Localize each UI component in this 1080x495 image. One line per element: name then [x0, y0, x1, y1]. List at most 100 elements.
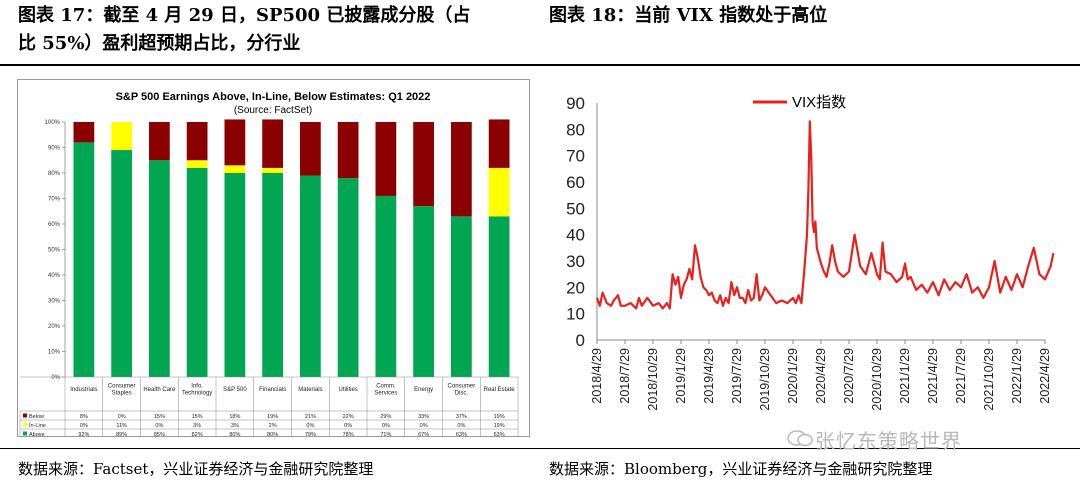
bar-y-tick-label: 70%: [48, 197, 61, 203]
table-value: 78%: [343, 432, 354, 436]
bar-category-label: Consumer: [448, 384, 476, 390]
table-value: 0%: [155, 423, 163, 429]
table-value: 3%: [231, 423, 239, 429]
table-value: 15%: [192, 414, 203, 420]
table-value: 22%: [343, 414, 354, 420]
vix-line-svg: VIX指数 0 10 20 30 40 50 60 70 80 90 2018/4/29 2018/7…: [566, 94, 1055, 411]
table-value: 0%: [344, 423, 352, 429]
table-value: 19%: [494, 423, 505, 429]
vix-y-tick-label: 0: [576, 331, 585, 350]
vix-y-tick-label: 40: [566, 226, 585, 245]
bar-category-label: Disc.: [455, 391, 469, 397]
bar-segment-below: [299, 122, 321, 176]
table-value: 0%: [306, 423, 314, 429]
bar-segment-above: [413, 206, 435, 377]
left-figure-caption: 图表 17：截至 4 月 29 日，SP500 已披露成分股（占 比 55%）盈…: [18, 2, 538, 58]
bar-y-tick-label: 50%: [48, 248, 61, 254]
vix-x-tick-label: 2019/1/29: [674, 348, 688, 404]
vix-x-tick-label: 2019/4/29: [702, 348, 716, 404]
bar-segment-below: [337, 122, 359, 179]
bar-category-label: Real Estate: [484, 387, 516, 393]
bar-segment-above: [262, 173, 284, 377]
bar-category-label: Energy: [414, 387, 433, 393]
table-value: 33%: [418, 414, 429, 420]
bar-segment-below: [262, 119, 284, 168]
bar-category-label: Health Care: [143, 387, 176, 393]
table-value: 85%: [154, 432, 165, 436]
bar-segment-above: [111, 150, 133, 377]
bar-y-tick-label: 40%: [48, 273, 61, 279]
bar-segment-below: [488, 119, 510, 168]
table-legend-label: In-Line: [29, 423, 46, 429]
table-value: 0%: [382, 423, 390, 429]
bar-segment-below: [375, 122, 397, 196]
table-value: 18%: [229, 414, 240, 420]
bar-segment-below: [224, 119, 246, 166]
bar-segment-below: [450, 122, 472, 217]
table-legend-swatch: [23, 413, 27, 418]
table-value: 0%: [80, 423, 88, 429]
vix-x-tick-label: 2021/1/29: [898, 348, 912, 404]
bar-category-label: Financials: [259, 387, 286, 393]
bar-segment-in-line: [262, 167, 284, 173]
bar-segment-above: [375, 195, 397, 377]
bar-segment-in-line: [224, 165, 246, 173]
bar-y-tick-label: 10%: [48, 350, 61, 356]
table-value: 80%: [229, 432, 240, 436]
right-figure-caption: 图表 18：当前 VIX 指数处于高位: [549, 5, 828, 26]
bar-segment-above: [73, 142, 95, 377]
bar-segment-above: [299, 175, 321, 377]
vix-x-tick-label: 2018/7/29: [618, 348, 632, 404]
table-value: 0%: [118, 414, 126, 420]
table-value: 37%: [456, 414, 467, 420]
vix-x-tick-label: 2019/10/29: [758, 348, 772, 411]
table-value: 79%: [305, 432, 316, 436]
bar-category-label: Services: [374, 391, 397, 397]
bar-category-label: Staples: [112, 391, 132, 397]
bar-y-tick-label: 80%: [48, 171, 61, 177]
vix-y-tick-label: 20: [566, 278, 585, 297]
vix-x-tick-label: 2019/7/29: [730, 348, 744, 404]
table-value: 19%: [494, 414, 505, 420]
bar-segment-below: [413, 122, 435, 207]
bar-segment-in-line: [186, 160, 208, 168]
bottom-rule: [0, 448, 1080, 449]
bar-segment-above: [450, 216, 472, 377]
bar-segment-above: [224, 173, 246, 377]
table-legend-swatch: [23, 431, 27, 436]
table-legend-label: Above: [29, 432, 45, 436]
table-value: 21%: [305, 414, 316, 420]
vix-y-tick-label: 80: [566, 120, 585, 139]
table-value: 0%: [457, 423, 465, 429]
table-value: 71%: [380, 432, 391, 436]
stacked-bar-svg: S&P 500 Earnings Above, In-Line, Below E…: [19, 91, 519, 439]
table-legend-label: Below: [29, 414, 44, 420]
vix-series-line: [595, 120, 1055, 310]
bar-segment-in-line: [488, 167, 510, 217]
vix-legend-label: VIX指数: [792, 94, 846, 111]
vix-y-tick-label: 60: [566, 173, 585, 192]
table-value: 92%: [78, 432, 89, 436]
table-value: 11%: [116, 423, 127, 429]
left-source-note: 数据来源：Factset，兴业证券经济与金融研究院整理: [18, 460, 374, 478]
wechat-icon: [787, 430, 813, 447]
bar-segment-in-line: [111, 122, 133, 151]
vix-y-tick-label: 30: [566, 252, 585, 271]
vix-x-tick-label: 2021/7/29: [954, 348, 968, 404]
bar-y-tick-label: 20%: [48, 324, 61, 330]
bar-segment-above: [148, 160, 170, 377]
bar-segment-above: [337, 178, 359, 377]
vix-y-tick-label: 90: [566, 94, 585, 113]
table-value: 80%: [267, 432, 278, 436]
table-value: 63%: [456, 432, 467, 436]
bar-y-tick-label: 60%: [48, 222, 61, 228]
vix-x-tick-label: 2022/4/29: [1038, 348, 1052, 404]
vix-y-tick-label: 10: [566, 305, 585, 324]
vix-x-tick-label: 2018/10/29: [646, 348, 660, 411]
table-value: 67%: [418, 432, 429, 436]
left-caption-line1: 图表 17：截至 4 月 29 日，SP500 已披露成分股（占: [18, 5, 471, 26]
table-value: 2%: [269, 423, 277, 429]
bar-category-label: Industrials: [70, 387, 97, 393]
bar-category-label: S&P 500: [223, 387, 247, 393]
bar-category-label: Info.: [191, 384, 203, 390]
